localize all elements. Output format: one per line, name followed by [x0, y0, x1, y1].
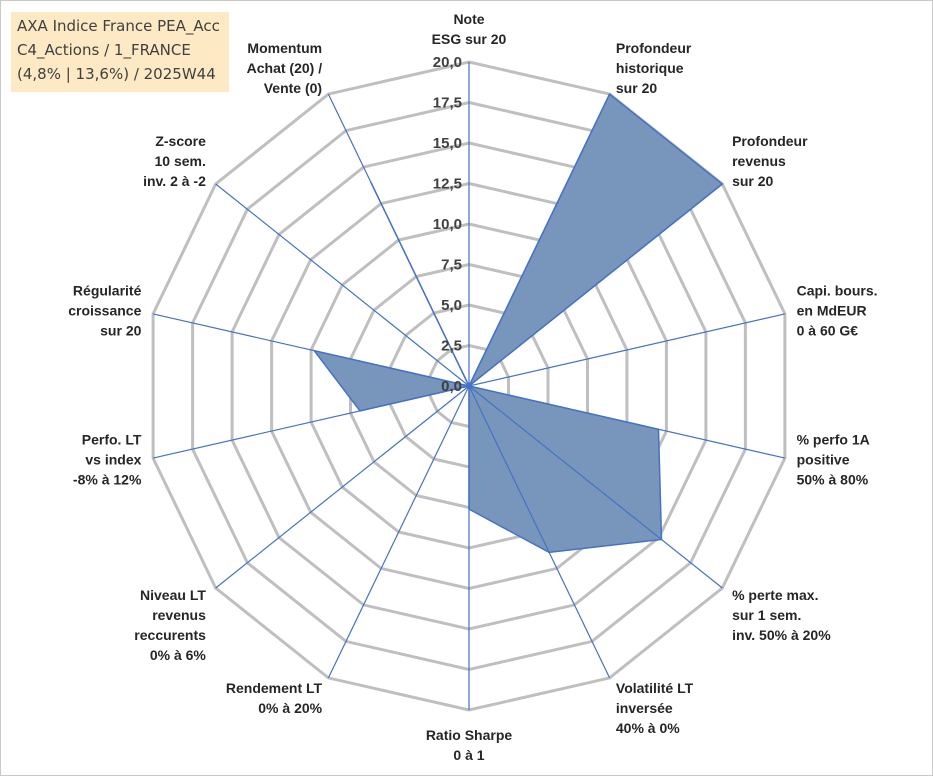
category-label: Niveau LT revenus reccurents 0% à 6%: [134, 587, 206, 663]
category-label-line: 0 à 1: [453, 747, 484, 763]
category-label-line: % perte max.: [732, 587, 818, 603]
category-label-line: inversée: [616, 700, 673, 716]
axis-spoke: [328, 386, 469, 678]
category-label-line: revenus: [732, 153, 786, 169]
title-line-1: AXA Indice France PEA_Acc: [17, 14, 223, 38]
category-label-line: 40% à 0%: [616, 720, 680, 736]
category-label-line: ESG sur 20: [432, 31, 507, 47]
title-line-2: C4_Actions / 1_FRANCE: [17, 38, 223, 62]
title-line-3: (4,8% | 13,6%) / 2025W44: [17, 62, 223, 86]
category-label-line: 10 sem.: [155, 153, 206, 169]
category-label-line: Note: [453, 11, 484, 27]
category-label-line: Perfo. LT: [82, 431, 142, 447]
radial-tick-labels: 0,0 2,5 5,0 7,5 10,0 12,5 15,0 17,5 20,0: [433, 54, 462, 395]
category-label-line: Régularité: [73, 283, 142, 299]
category-label: Profondeur revenus sur 20: [732, 133, 808, 189]
category-label-line: sur 20: [100, 323, 141, 339]
tick-label: 2,5: [441, 338, 462, 355]
category-label: Volatilité LT inversée 40% à 0%: [616, 680, 694, 736]
category-label-line: positive: [797, 451, 850, 467]
category-label-line: reccurents: [134, 627, 206, 643]
category-label-line: sur 20: [732, 173, 773, 189]
tick-label: 5,0: [441, 297, 462, 314]
category-label-line: Capi. bours.: [797, 283, 878, 299]
category-label-line: Volatilité LT: [616, 680, 694, 696]
category-label: Rendement LT 0% à 20%: [226, 680, 323, 716]
category-label-line: Rendement LT: [226, 680, 323, 696]
category-label-line: croissance: [68, 303, 141, 319]
category-label-line: en MdEUR: [797, 303, 867, 319]
category-label: Profondeur historique sur 20: [616, 40, 692, 96]
category-label: Régularité croissance sur 20: [68, 283, 141, 339]
category-label: Capi. bours. en MdEUR 0 à 60 G€: [797, 283, 878, 339]
category-label-line: historique: [616, 60, 684, 76]
category-label: Momentum Achat (20) / Vente (0): [247, 40, 323, 96]
category-label-line: revenus: [152, 607, 206, 623]
category-label-line: inv. 2 à -2: [143, 173, 206, 189]
category-label: % perte max. sur 1 sem. inv. 50% à 20%: [732, 587, 831, 643]
category-label-line: Achat (20) /: [247, 60, 323, 76]
category-label-line: Momentum: [247, 40, 322, 56]
category-label-line: sur 1 sem.: [732, 607, 801, 623]
series-polygon: [314, 94, 722, 552]
tick-label: 17,5: [433, 95, 462, 112]
category-label: Ratio Sharpe 0 à 1: [426, 727, 513, 763]
category-label: Note ESG sur 20: [432, 11, 507, 47]
category-label-line: % perfo 1A: [797, 431, 870, 447]
category-label-line: Profondeur: [616, 40, 692, 56]
category-label: Perfo. LT vs index -8% à 12%: [73, 431, 142, 487]
category-label: % perfo 1A positive 50% à 80%: [797, 431, 870, 487]
category-label-line: vs index: [85, 451, 141, 467]
tick-label: 12,5: [433, 176, 462, 193]
tick-label: 0,0: [441, 378, 462, 395]
series-area: [314, 94, 722, 553]
category-label-line: Ratio Sharpe: [426, 727, 513, 743]
category-label-line: inv. 50% à 20%: [732, 627, 831, 643]
chart-title-box: AXA Indice France PEA_Acc C4_Actions / 1…: [11, 12, 229, 92]
tick-label: 7,5: [441, 257, 462, 274]
category-label-line: Profondeur: [732, 133, 808, 149]
category-label-line: 50% à 80%: [797, 471, 869, 487]
tick-label: 15,0: [433, 135, 462, 152]
tick-label: 10,0: [433, 216, 462, 233]
category-label: Z-score 10 sem. inv. 2 à -2: [143, 133, 206, 189]
category-label-line: Niveau LT: [140, 587, 206, 603]
tick-label: 20,0: [433, 54, 462, 71]
category-label-line: Z-score: [155, 133, 206, 149]
category-label-line: 0% à 20%: [258, 700, 322, 716]
category-label-line: 0% à 6%: [150, 647, 207, 663]
category-label-line: 0 à 60 G€: [797, 323, 859, 339]
category-label-line: sur 20: [616, 80, 657, 96]
category-label-line: -8% à 12%: [73, 471, 142, 487]
category-label-line: Vente (0): [264, 80, 322, 96]
